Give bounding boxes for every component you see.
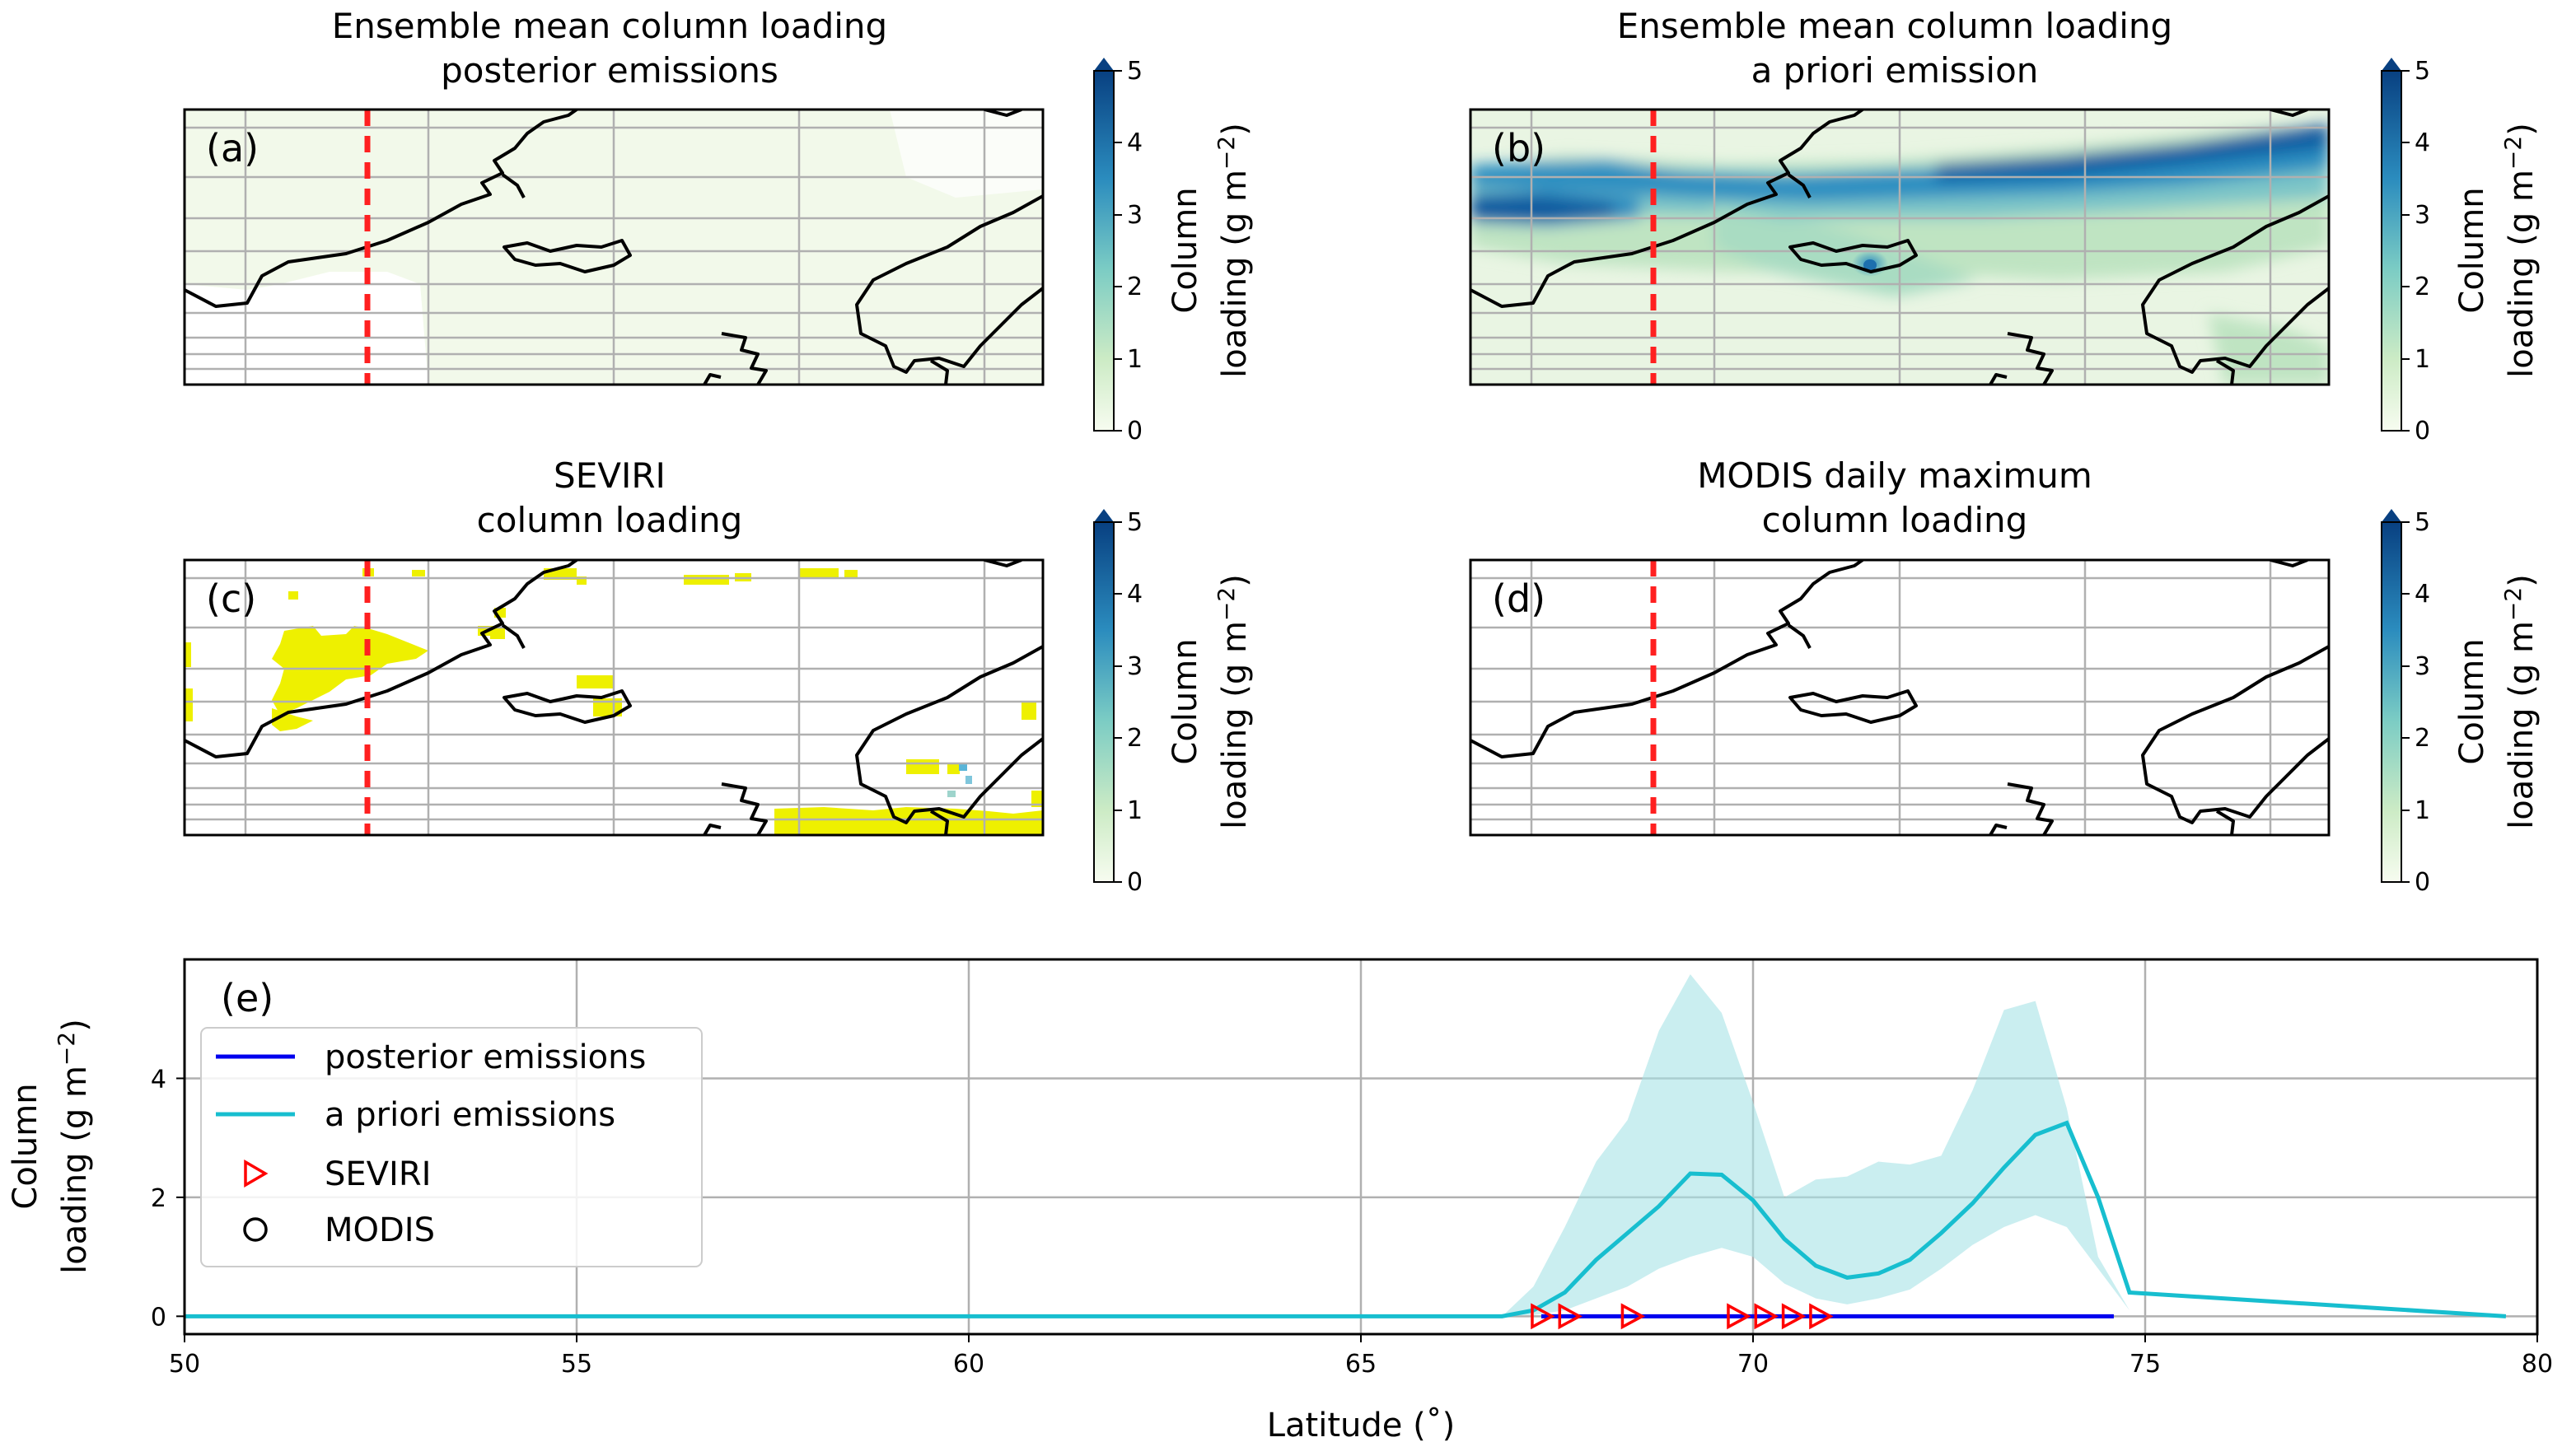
panel-d-title-line1: MODIS daily maximum [1697,455,2092,496]
colorbar-a-tick-0: 0 [1127,417,1143,446]
colorbar-d-tick-5: 5 [2415,508,2430,537]
colorbar-c-tick-1: 1 [1127,796,1143,825]
colorbar-b-tick-1: 1 [2415,345,2430,374]
legend-seviri-triangle-icon [244,1159,269,1188]
panel-d-coastlines [1470,560,2329,835]
colorbar-b-label-line2: loading (g m−2) [2499,123,2541,378]
x-tick-label: 65 [1345,1350,1377,1379]
chart-e-x-ticks: 50 55 60 65 70 75 80 [169,1334,2553,1379]
seviri-marker [1620,1303,1646,1330]
panel-a-coastlines [185,110,1043,385]
chart-e-legend: posterior emissions a priori emissions S… [200,1027,703,1267]
colorbar-b-tick-2: 2 [2415,273,2430,301]
seviri-marker [1809,1303,1834,1330]
seviri-marker [1754,1303,1779,1330]
seviri-marker [1558,1303,1583,1330]
apriori-spread-band [185,974,2506,1317]
colorbar-d-ticks: 0 1 2 3 4 5 [2401,508,2430,897]
panel-c-title-line1: SEVIRI [554,455,666,496]
colorbar-a-ticks: 0 1 2 3 4 5 [1114,57,1143,446]
legend-apriori-label: a priori emissions [325,1096,615,1134]
colorbar-a-tick-3: 3 [1127,201,1143,230]
panel-b-title-line1: Ensemble mean column loading [1617,6,2172,46]
colorbar-b-tick-5: 5 [2415,57,2430,86]
x-tick-label: 55 [561,1350,592,1379]
legend-box [200,1027,703,1267]
seviri-markers [1531,1303,1834,1330]
panel-b-title-line2: a priori emission [1751,50,2039,91]
apriori-emissions-line [185,1120,2507,1318]
colorbar-d-tick-1: 1 [2415,796,2430,825]
colorbar-c-label-line2: loading (g m−2) [1213,574,1254,829]
colorbar-a-tick-4: 4 [1127,128,1143,157]
colorbar-c-tick-5: 5 [1127,508,1143,537]
colorbar-c-ticks: 0 1 2 3 4 5 [1114,508,1143,897]
map-panel-d: MODIS daily maximum column loading [1469,455,2331,837]
colorbar-c-label-line1: Column [1166,638,1204,764]
panel-c-title-line2: column loading [477,500,743,540]
colorbar-b: 0 1 2 3 4 5 Column loading (g m−2) [2381,57,2541,446]
panel-d-title-line2: column loading [1762,500,2028,540]
panel-b-tag: (b) [1492,126,1545,170]
colorbar-a-label-line1: Column [1166,187,1204,313]
colorbar-c: 0 1 2 3 4 5 Column loading (g m−2) [1093,508,1254,897]
chart-e-y-ticks: 0 2 4 [151,1065,185,1332]
seviri-marker [1531,1303,1555,1330]
legend-seviri-label: SEVIRI [325,1155,431,1193]
panel-a-tag: (a) [206,126,259,170]
colorbar-b-tick-4: 4 [2415,128,2430,157]
chart-e-ylabel-line1: Column [7,1083,44,1209]
colorbar-d-label-line1: Column [2453,638,2491,764]
colorbar-b-label-line1: Column [2453,187,2491,313]
chart-e-xlabel: Latitude (˚) [1267,1407,1456,1444]
colorbar-d-tick-3: 3 [2415,652,2430,681]
colorbar-b-ticks: 0 1 2 3 4 5 [2401,57,2430,446]
colorbar-a-tick-1: 1 [1127,345,1143,374]
y-tick-label: 2 [151,1184,166,1213]
panel-a-title-line2: posterior emissions [441,50,778,91]
colorbar-a: 0 1 2 3 4 5 Column loading (g m−2) [1093,57,1254,446]
colorbar-c-tick-3: 3 [1127,652,1143,681]
chart-e-ylabel-line2: loading (g m−2) [53,1019,94,1274]
x-tick-label: 70 [1737,1350,1769,1379]
colorbar-b-tick-0: 0 [2415,417,2430,446]
x-tick-label: 75 [2130,1350,2161,1379]
legend-modis-label: MODIS [325,1211,435,1249]
legend-modis-circle-icon [243,1217,268,1242]
colorbar-b-tick-3: 3 [2415,201,2430,230]
colorbar-d-tick-2: 2 [2415,724,2430,753]
colorbar-d-label-line2: loading (g m−2) [2499,574,2541,829]
x-tick-label: 80 [2522,1350,2553,1379]
panel-a-title-line1: Ensemble mean column loading [332,6,887,46]
y-tick-label: 0 [151,1303,166,1332]
y-tick-label: 4 [151,1065,166,1094]
colorbar-c-tick-2: 2 [1127,724,1143,753]
map-panel-c: SEVIRI column loading [183,455,1045,837]
legend-posterior-label: posterior emissions [325,1038,646,1076]
map-panel-b: Ensemble mean column loading a priori em… [1469,6,2331,386]
panel-b-coastlines [1470,110,2329,385]
colorbar-a-tick-2: 2 [1127,273,1143,301]
colorbar-a-tick-5: 5 [1127,57,1143,86]
colorbar-d-tick-4: 4 [2415,580,2430,609]
line-chart-e: 50 55 60 65 70 75 80 0 2 4 Latitude (˚) Column l… [7,958,2553,1444]
seviri-marker [1727,1303,1751,1330]
panel-d-tag: (d) [1492,576,1545,621]
map-panel-a: Ensemble mean column loading posterior e… [183,6,1045,386]
colorbar-d: 0 1 2 3 4 5 Column loading (g m−2) [2381,508,2541,897]
panel-c-coastlines [185,560,1043,835]
x-tick-label: 60 [953,1350,984,1379]
colorbar-d-tick-0: 0 [2415,868,2430,897]
panel-c-tag: (c) [206,576,256,621]
chart-e-tag: (e) [221,976,273,1020]
x-tick-label: 50 [169,1350,200,1379]
colorbar-c-tick-4: 4 [1127,580,1143,609]
colorbar-c-tick-0: 0 [1127,868,1143,897]
colorbar-a-label-line2: loading (g m−2) [1213,123,1254,378]
seviri-marker [1781,1303,1807,1330]
panel-a-empty-region [185,272,428,385]
